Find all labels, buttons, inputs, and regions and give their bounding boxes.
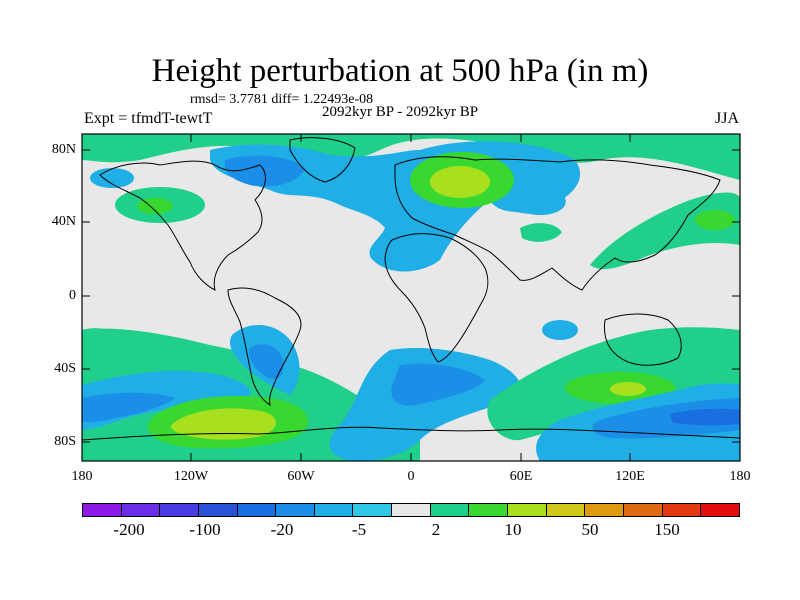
colorbar-cell-2 [160,504,199,516]
contour-fills [82,134,740,461]
stats-label: rmsd= 3.7781 diff= 1.22493e-08 [190,92,374,107]
colorbar-cell-8 [392,504,431,516]
contour-teal-asia [520,223,562,242]
lon-label-180e: 180 [729,469,751,484]
colorbar-cell-1 [121,504,161,516]
contour-blue-chile-dark [249,344,284,380]
contour-blue-satlantic-dark [391,363,485,406]
coast-south-america [227,287,302,407]
lon-label-120e: 120E [615,469,645,484]
colorbar-cell-5 [276,504,315,516]
colorbar-cell-6 [314,504,354,516]
contour-blue-east-small [542,320,578,340]
coast-australia [603,313,682,366]
lat-label-80s: 80S [54,434,76,449]
colorbar-cell-11 [508,504,547,516]
contour-blue-asia [499,191,566,216]
colorbar-label-neg5: -5 [351,520,367,539]
lon-label-60e: 60E [509,469,533,484]
coast-antarctica [82,426,740,441]
period-label: 2092kyr BP - 2092kyr BP [322,104,479,120]
coastlines [82,137,740,441]
contour-teal-sw-edge [82,328,120,361]
colorbar-cell-16 [701,504,739,516]
contour-yellow-sindian [610,382,646,396]
coast-eurasia [394,156,721,291]
colorbar-cell-0 [83,504,122,516]
colorbar-label-50: 50 [581,520,599,539]
colorbar-cell-12 [546,504,586,516]
contour-green-pacific [590,192,740,270]
contour-green-pacific-core [695,210,735,230]
season-label: JJA [715,110,740,127]
experiment-label: Expt = tfmdT-tewtT [84,110,213,127]
colorbar-cell-14 [623,504,663,516]
colorbar-cell-4 [237,504,277,516]
contour-blue-south-west-dark [82,392,175,422]
contour-yellow-scandinavia [430,166,490,198]
colorbar-label-2: 2 [431,520,441,539]
lat-label-40n: 40N [51,214,76,229]
lat-label-0: 0 [69,288,76,303]
colorbar-cell-7 [353,504,393,516]
axis-ticks [82,134,740,461]
colorbar-cell-13 [585,504,624,516]
colorbar-label-neg20: -20 [270,520,294,539]
lat-label-80n: 80N [51,142,76,157]
colorbar-label-neg200: -200 [113,520,145,539]
colorbar-label-neg100: -100 [189,520,221,539]
contour-blue-alaska [90,168,134,188]
contour-blue-north-dark [224,155,305,187]
colorbar-cell-3 [198,504,238,516]
colorbar-label-10: 10 [504,520,522,539]
plot-title: Height perturbation at 500 hPa (in m) [151,53,649,89]
contour-green-npacific [137,198,173,214]
colorbar-label-150: 150 [654,520,680,539]
colorbar-cell-15 [662,504,702,516]
lon-label-120w: 120W [173,469,209,484]
lon-label-0: 0 [407,469,415,484]
lon-label-60w: 60W [287,469,315,484]
lon-label-180w: 180 [71,469,93,484]
coast-africa [384,233,489,363]
colorbar-cell-10 [469,504,509,516]
coast-greenland [289,137,356,183]
contour-blue-se-darker [670,408,740,426]
contour-blue-se-dark [592,398,740,439]
colorbar-cell-9 [430,504,470,516]
colorbar [82,503,740,517]
coast-north-america [99,160,266,291]
contour-yellow-spacific [170,408,277,440]
lat-label-40s: 40S [54,361,76,376]
